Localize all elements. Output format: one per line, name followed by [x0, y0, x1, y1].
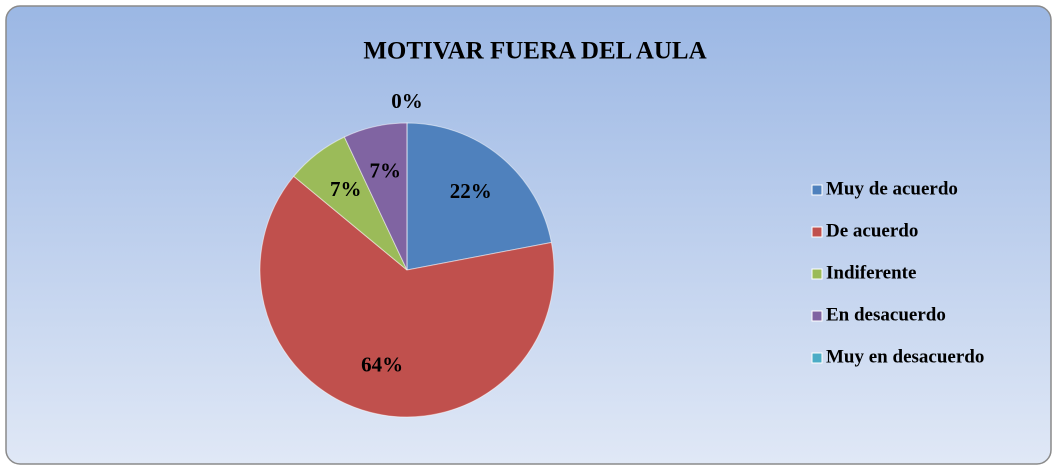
legend-label: Indiferente [826, 262, 916, 283]
legend-label: Muy en desacuerdo [826, 346, 984, 367]
pie-slice [259, 175, 555, 418]
legend-label: Muy de acuerdo [826, 178, 958, 199]
legend-label: De acuerdo [826, 220, 918, 241]
data-label: 0% [391, 89, 423, 113]
legend-label: En desacuerdo [826, 304, 946, 325]
legend-swatch [811, 352, 823, 364]
chart-title: MOTIVAR FUERA DEL AULA [363, 38, 706, 65]
data-label: 7% [330, 177, 362, 201]
data-label: 7% [369, 158, 401, 182]
legend-swatch [811, 310, 823, 322]
pie-slice [406, 122, 552, 271]
legend-swatch [811, 226, 823, 238]
data-label: 22% [450, 179, 492, 203]
data-label: 64% [361, 353, 403, 377]
legend-swatch [811, 268, 823, 280]
legend-swatch [811, 184, 823, 196]
